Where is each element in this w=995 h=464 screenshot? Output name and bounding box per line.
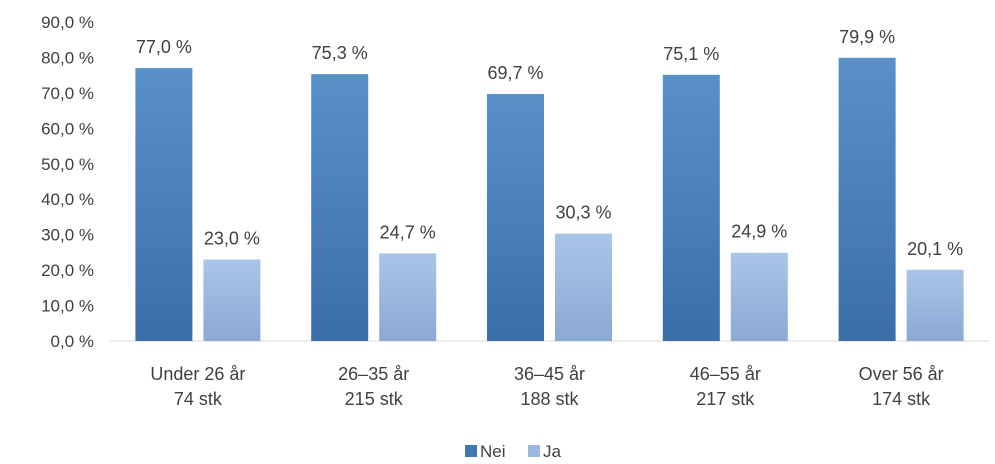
data-label: 75,1 % (663, 44, 719, 64)
legend: Nei Ja (465, 442, 562, 461)
bar-nei-1 (311, 74, 369, 341)
data-label: 24,9 % (731, 222, 787, 242)
x-tick-label: 217 stk (696, 389, 755, 409)
bars (135, 57, 964, 342)
bar-nei-2 (487, 93, 544, 341)
x-tick-label: 174 stk (872, 389, 931, 409)
legend-label: Ja (543, 442, 562, 461)
data-label: 69,7 % (487, 63, 543, 83)
y-tick-label: 70,0 % (41, 84, 94, 103)
bar-nei-4 (838, 57, 896, 341)
x-tick-label: 46–55 år (690, 364, 761, 384)
data-label: 24,7 % (380, 222, 436, 242)
legend-label: Nei (480, 442, 506, 461)
data-label: 75,3 % (312, 43, 368, 63)
y-tick-label: 10,0 % (41, 297, 94, 316)
data-label: 77,0 % (136, 37, 192, 57)
x-axis: Under 26 år 74 stk 26–35 år 215 stk 36–45 år… (150, 364, 943, 409)
bar-ja-3 (730, 252, 788, 341)
y-axis: 0,0 % 10,0 % 20,0 % 30,0 % 40,0 % 50,0 % 60,0 … (41, 13, 94, 351)
bar-ja-4 (906, 269, 964, 341)
x-tick-label: 74 stk (174, 389, 223, 409)
data-label: 79,9 % (839, 27, 895, 47)
bar-ja-1 (379, 253, 437, 341)
legend-swatch-ja (528, 445, 540, 457)
bar-ja-2 (555, 233, 612, 341)
legend-swatch-nei (465, 445, 477, 457)
bar-ja-0 (203, 259, 261, 341)
data-label: 23,0 % (204, 228, 260, 248)
y-tick-label: 40,0 % (41, 190, 94, 209)
x-tick-label: 36–45 år (514, 364, 585, 384)
data-label: 20,1 % (907, 239, 963, 259)
y-tick-label: 60,0 % (41, 119, 94, 138)
bar-nei-3 (662, 74, 720, 341)
data-labels: 77,0 % 23,0 % 75,3 % 24,7 % 69,7 % 30,3 % 75,1… (136, 27, 963, 259)
data-label: 30,3 % (555, 203, 611, 223)
x-tick-label: 188 stk (520, 389, 579, 409)
x-tick-label: Under 26 år (150, 364, 245, 384)
bar-nei-0 (135, 68, 193, 342)
x-tick-label: 26–35 år (338, 364, 409, 384)
y-tick-label: 80,0 % (41, 48, 94, 67)
y-tick-label: 20,0 % (41, 261, 94, 280)
y-tick-label: 50,0 % (41, 155, 94, 174)
y-tick-label: 90,0 % (41, 13, 94, 32)
x-tick-label: Over 56 år (859, 364, 944, 384)
x-tick-label: 215 stk (345, 389, 404, 409)
y-tick-label: 30,0 % (41, 226, 94, 245)
y-tick-label: 0,0 % (51, 332, 94, 351)
